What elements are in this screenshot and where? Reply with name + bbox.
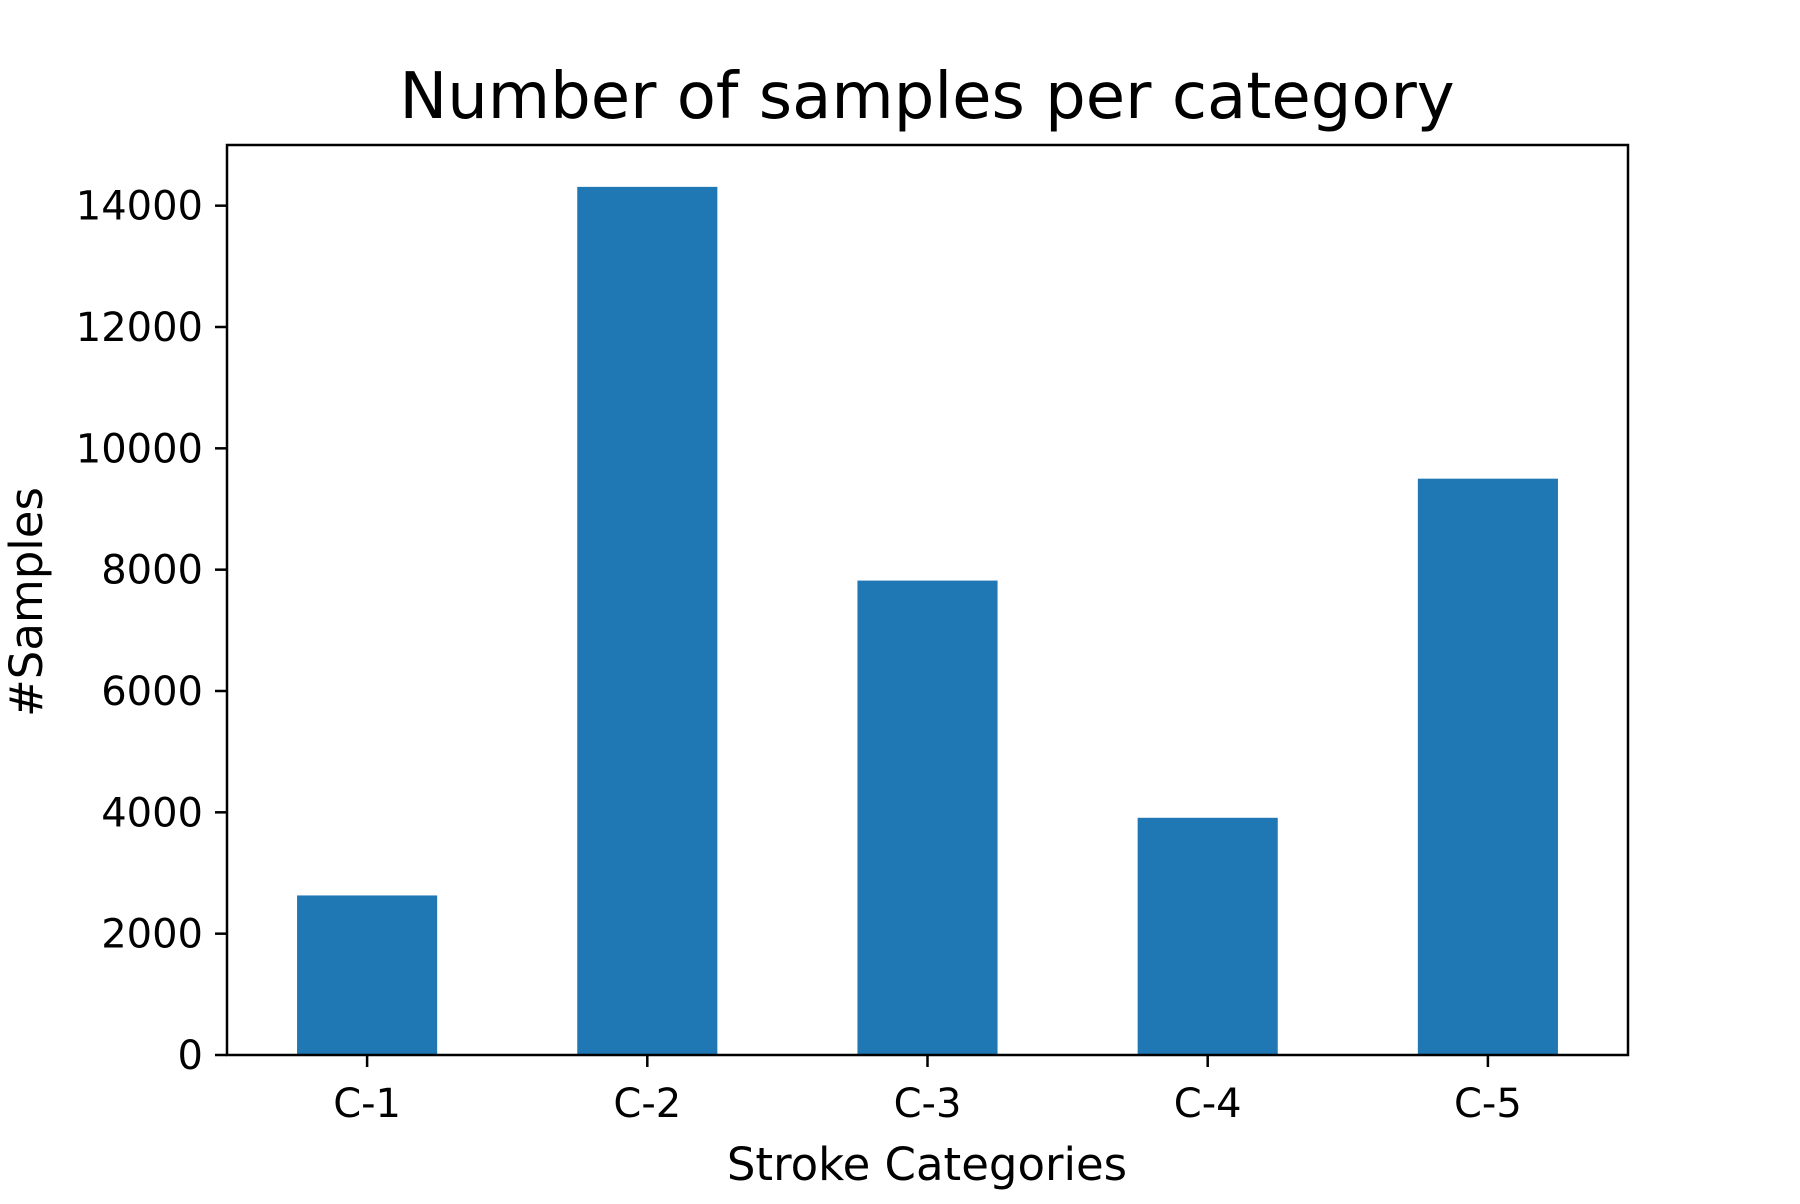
y-tick-label: 12000 — [76, 305, 203, 351]
y-tick-label: 0 — [178, 1033, 203, 1079]
chart-title: Number of samples per category — [399, 60, 1454, 134]
x-tick-label: C-1 — [333, 1081, 401, 1127]
y-tick-label: 8000 — [101, 548, 203, 594]
bar-c-1 — [297, 895, 438, 1055]
x-axis-label: Stroke Categories — [727, 1138, 1127, 1191]
y-axis-ticks: 0 2000 4000 6000 8000 10000 12000 14000 — [76, 184, 227, 1079]
bars-layer — [297, 186, 1558, 1056]
bar-c-2 — [577, 186, 718, 1056]
y-tick-label: 2000 — [101, 912, 203, 958]
plot-area-frame — [225, 143, 1630, 1057]
bar-c-3 — [857, 580, 998, 1055]
y-axis-label: #Samples — [0, 487, 53, 717]
y-tick-label: 4000 — [101, 790, 203, 836]
bar-c-5 — [1417, 478, 1558, 1056]
bar-c-4 — [1137, 817, 1278, 1055]
x-tick-label: C-3 — [894, 1081, 962, 1127]
x-axis-ticks: C-1 C-2 C-3 C-4 C-5 — [333, 1055, 1522, 1127]
x-tick-label: C-4 — [1174, 1081, 1242, 1127]
x-tick-label: C-5 — [1454, 1081, 1522, 1127]
x-tick-label: C-2 — [613, 1081, 681, 1127]
y-tick-label: 10000 — [76, 426, 203, 472]
y-tick-label: 6000 — [101, 669, 203, 715]
y-tick-label: 14000 — [76, 184, 203, 230]
